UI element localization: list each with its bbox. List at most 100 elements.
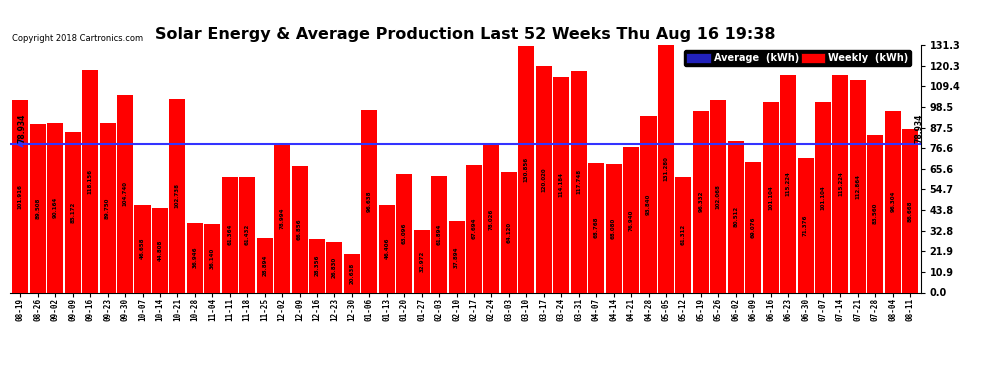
Text: 26.830: 26.830: [332, 256, 337, 278]
Text: 66.856: 66.856: [297, 219, 302, 240]
Bar: [291, 166, 308, 292]
Bar: [762, 102, 779, 292]
Text: 86.668: 86.668: [908, 200, 913, 222]
Text: 102.068: 102.068: [716, 184, 721, 209]
Text: 78.934: 78.934: [915, 113, 924, 143]
Text: 20.638: 20.638: [349, 262, 354, 284]
Bar: [745, 162, 761, 292]
Bar: [728, 141, 743, 292]
Text: 32.972: 32.972: [419, 251, 424, 272]
Text: 28.894: 28.894: [262, 255, 267, 276]
Text: 89.750: 89.750: [105, 197, 110, 219]
Bar: [466, 165, 482, 292]
Text: 61.364: 61.364: [228, 224, 233, 245]
Text: 101.104: 101.104: [768, 185, 773, 210]
Bar: [30, 124, 46, 292]
Bar: [815, 102, 831, 292]
Text: 131.280: 131.280: [663, 156, 668, 181]
Text: 36.946: 36.946: [192, 247, 197, 268]
Text: 114.184: 114.184: [558, 172, 563, 197]
Title: Solar Energy & Average Production Last 52 Weeks Thu Aug 16 19:38: Solar Energy & Average Production Last 5…: [155, 27, 775, 42]
Text: 80.512: 80.512: [734, 206, 739, 227]
Bar: [675, 177, 691, 292]
Bar: [519, 46, 535, 292]
Bar: [379, 205, 395, 292]
Text: 101.104: 101.104: [821, 185, 826, 210]
Text: 78.994: 78.994: [279, 207, 284, 229]
Bar: [833, 75, 848, 292]
Text: 46.658: 46.658: [140, 238, 145, 259]
Text: 61.432: 61.432: [245, 224, 249, 245]
Bar: [222, 177, 238, 292]
Bar: [553, 77, 569, 292]
Bar: [570, 70, 587, 292]
Text: 61.312: 61.312: [681, 224, 686, 245]
Text: 104.740: 104.740: [123, 181, 128, 206]
Bar: [414, 230, 430, 292]
Text: 64.120: 64.120: [507, 222, 512, 243]
Text: 36.140: 36.140: [210, 248, 215, 269]
Bar: [117, 95, 133, 292]
Bar: [361, 110, 377, 292]
Text: 69.076: 69.076: [750, 217, 755, 238]
Bar: [867, 135, 883, 292]
Text: 28.356: 28.356: [315, 255, 320, 276]
Bar: [169, 99, 185, 292]
Text: 96.304: 96.304: [890, 191, 895, 212]
Bar: [588, 163, 604, 292]
Text: 76.940: 76.940: [629, 209, 634, 231]
Bar: [798, 158, 814, 292]
Bar: [849, 80, 866, 292]
Text: 130.856: 130.856: [524, 157, 529, 182]
Text: 83.560: 83.560: [873, 203, 878, 224]
Bar: [344, 254, 360, 292]
Bar: [902, 129, 919, 292]
Text: 46.406: 46.406: [384, 238, 389, 260]
Text: 120.020: 120.020: [542, 167, 546, 192]
Bar: [204, 224, 221, 292]
Legend: Average  (kWh), Weekly  (kWh): Average (kWh), Weekly (kWh): [683, 50, 911, 66]
Text: 71.376: 71.376: [803, 214, 808, 236]
Bar: [151, 208, 168, 292]
Bar: [274, 144, 290, 292]
Bar: [135, 204, 150, 292]
Text: 93.840: 93.840: [646, 194, 651, 215]
Bar: [240, 177, 255, 292]
Text: 96.332: 96.332: [698, 191, 703, 212]
Text: 89.508: 89.508: [36, 198, 41, 219]
Text: 101.916: 101.916: [18, 184, 23, 209]
Bar: [536, 66, 551, 292]
Text: 112.864: 112.864: [855, 174, 860, 199]
Text: 68.768: 68.768: [594, 217, 599, 238]
Bar: [187, 223, 203, 292]
Text: 78.026: 78.026: [489, 209, 494, 230]
Text: 102.738: 102.738: [175, 183, 180, 208]
Text: 61.894: 61.894: [437, 224, 442, 245]
Bar: [483, 146, 500, 292]
Bar: [100, 123, 116, 292]
Text: 85.172: 85.172: [70, 202, 75, 223]
Bar: [64, 132, 81, 292]
Bar: [256, 238, 272, 292]
Text: 90.164: 90.164: [52, 197, 57, 218]
Bar: [780, 75, 796, 292]
Bar: [693, 111, 709, 292]
Bar: [327, 242, 343, 292]
Text: 68.080: 68.080: [611, 218, 616, 239]
Bar: [501, 172, 517, 292]
Bar: [82, 70, 98, 292]
Bar: [885, 111, 901, 292]
Text: 63.096: 63.096: [402, 222, 407, 244]
Text: 96.638: 96.638: [367, 190, 372, 212]
Bar: [396, 174, 412, 292]
Bar: [710, 100, 727, 292]
Bar: [448, 221, 464, 292]
Bar: [431, 176, 447, 292]
Bar: [12, 100, 29, 292]
Bar: [606, 164, 622, 292]
Bar: [48, 123, 63, 292]
Text: 117.748: 117.748: [576, 169, 581, 194]
Text: 115.224: 115.224: [786, 171, 791, 196]
Text: 78.934: 78.934: [17, 113, 27, 143]
Text: 44.808: 44.808: [157, 240, 162, 261]
